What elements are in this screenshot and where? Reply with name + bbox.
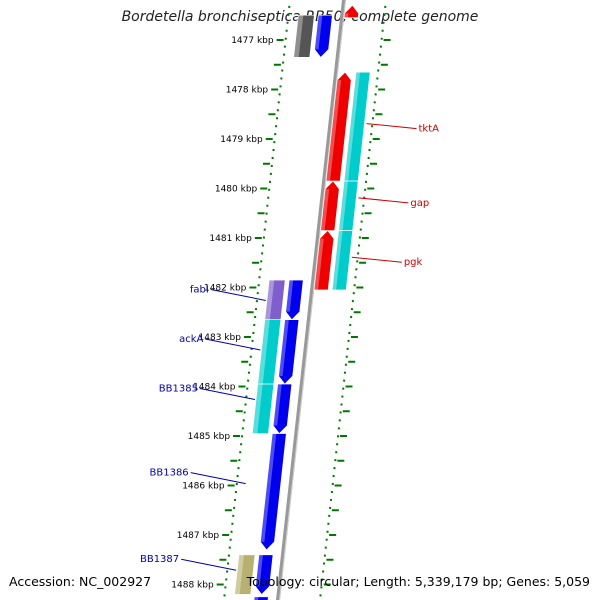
gene-label-leader xyxy=(181,558,237,571)
gene-label-leader xyxy=(210,288,266,301)
gene-label-BB1386: BB1386 xyxy=(150,468,189,479)
arrow-shine xyxy=(260,433,277,542)
arrow-shine xyxy=(320,189,330,231)
arrow-shine xyxy=(326,80,342,182)
tick-label: 1480 kbp xyxy=(215,185,258,195)
forward-band-BB1385 xyxy=(251,383,275,434)
tick-label: 1481 kbp xyxy=(209,234,252,244)
tick-label: 1477 kbp xyxy=(231,36,274,46)
arrow-shine xyxy=(285,280,294,312)
arrow-shine xyxy=(255,554,263,587)
reverse-gene-arrow-pgk xyxy=(313,230,335,291)
reverse-band-pgk xyxy=(331,230,353,291)
topology-text: Topology: circular; Length: 5,339,179 bp… xyxy=(246,574,590,589)
band-shine xyxy=(234,554,244,595)
tick-label: 1483 kbp xyxy=(199,333,242,343)
gene-label-gap: gap xyxy=(410,198,429,209)
tick-label: 1485 kbp xyxy=(188,432,231,442)
band-shine xyxy=(293,15,304,58)
tick-label: 1479 kbp xyxy=(220,135,263,145)
forward-gene-arrow-BB1387 xyxy=(255,554,274,595)
tick-label: 1488 kbp xyxy=(171,581,214,591)
forward-gene-arrow-gene xyxy=(314,14,333,58)
accession-text: Accession: NC_002927 xyxy=(9,574,152,589)
arrow-shine xyxy=(314,238,324,290)
band-shine xyxy=(344,72,361,182)
backbone-highlight xyxy=(278,0,347,600)
gene-label-leader xyxy=(366,123,417,130)
forward-band-BB1387 xyxy=(234,554,256,595)
forward-band-gene xyxy=(293,14,315,58)
forward-gene-arrow-ackA xyxy=(278,319,300,385)
gene-label-leader xyxy=(205,338,261,351)
band-shine xyxy=(257,319,270,385)
forward-gene-arrow-gene xyxy=(253,596,269,600)
forward-gene-arrow-BB1385 xyxy=(272,383,293,434)
gene-label-leader xyxy=(351,256,402,263)
gene-label-pgk: pgk xyxy=(404,257,423,268)
band-shine xyxy=(264,280,275,320)
gene-label-leader xyxy=(190,472,246,485)
gene-label-leader xyxy=(199,387,256,400)
arrow-shine xyxy=(273,384,282,426)
forward-gene-arrow-fabI xyxy=(285,279,304,321)
forward-gene-arrow-BB1386 xyxy=(260,433,287,551)
tick-label: 1486 kbp xyxy=(182,482,225,492)
band-shine xyxy=(252,384,263,434)
arrow-shine xyxy=(314,15,323,50)
backbone-line xyxy=(275,0,347,600)
reverse-gene-arrow-gene xyxy=(343,4,359,19)
tick-label: 1478 kbp xyxy=(226,86,269,96)
arrow-shine xyxy=(344,13,349,18)
gene-label-tktA: tktA xyxy=(419,124,440,135)
tick-label: 1487 kbp xyxy=(177,531,220,541)
band-shine xyxy=(332,230,343,290)
gene-label-BB1387: BB1387 xyxy=(140,554,179,565)
band-shine xyxy=(338,181,349,231)
arrow-shine xyxy=(278,319,289,377)
arrow-shine xyxy=(253,596,259,600)
tick-label: 1484 kbp xyxy=(193,383,236,393)
gene-label-BB1385: BB1385 xyxy=(159,383,198,394)
gene-label-leader xyxy=(358,197,409,204)
gene-label-fabI: fabI xyxy=(190,284,209,295)
tick-label: 1482 kbp xyxy=(204,284,247,294)
left-guide-dotted xyxy=(222,0,292,600)
right-guide-dotted xyxy=(318,0,388,600)
gene-label-ackA: ackA xyxy=(179,334,203,345)
